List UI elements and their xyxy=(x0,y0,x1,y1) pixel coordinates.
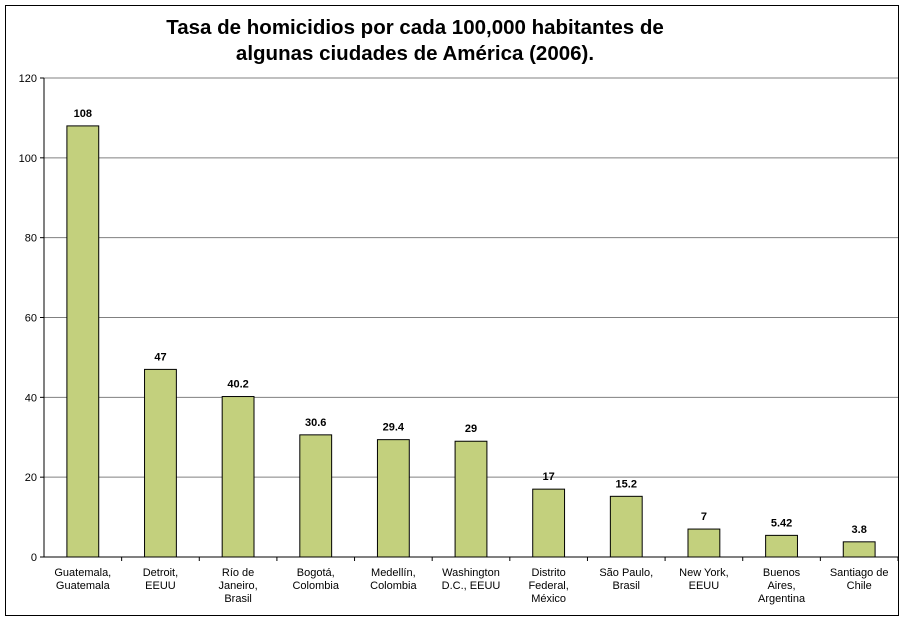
y-tick-label-20: 20 xyxy=(25,472,37,484)
x-tick-label-8-line-0: New York, xyxy=(679,567,729,579)
y-tick-label-80: 80 xyxy=(25,233,37,245)
x-tick-label-7-line-1: Brasil xyxy=(613,580,641,592)
x-tick-label-4-line-0: Medellín, xyxy=(371,567,416,579)
data-label-1: 47 xyxy=(154,351,166,363)
x-tick-label-8-line-1: EEUU xyxy=(689,580,720,592)
x-tick-label-5: Washington D.C., EEUU xyxy=(442,567,501,592)
x-tick-label-10-line-0: Santiago de xyxy=(830,567,889,579)
x-tick-label-10-line-1: Chile xyxy=(847,580,872,592)
data-label-10: 3.8 xyxy=(852,524,867,536)
data-label-3: 30.6 xyxy=(305,417,326,429)
chart-title: Tasa de homicidios por cada 100,000 habi… xyxy=(0,15,830,67)
x-tick-label-0-line-0: Guatemala, xyxy=(54,567,111,579)
x-tick-label-2: Río de Janeiro, Brasil xyxy=(219,567,258,605)
x-tick-label-0: Guatemala, Guatemala xyxy=(54,567,111,592)
data-label-7: 15.2 xyxy=(616,478,637,490)
x-tick-label-1-line-0: Detroit, xyxy=(143,567,178,579)
x-tick-label-5-line-1: D.C., EEUU xyxy=(442,580,501,592)
data-label-8: 7 xyxy=(701,511,707,523)
x-tick-label-4-line-1: Colombia xyxy=(370,580,417,592)
x-tick-label-10: Santiago de Chile xyxy=(830,567,889,592)
x-tick-label-2-line-1: Janeiro, xyxy=(219,580,258,592)
x-tick-label-1-line-1: EEUU xyxy=(145,580,176,592)
x-tick-label-6-line-0: Distrito xyxy=(532,567,566,579)
x-tick-label-9: Buenos Aires, Argentina xyxy=(758,567,806,605)
y-tick-label-100: 100 xyxy=(19,153,37,165)
x-tick-label-4: Medellín, Colombia xyxy=(370,567,417,592)
data-label-4: 29.4 xyxy=(383,422,405,434)
y-tick-label-0: 0 xyxy=(31,552,37,564)
x-tick-label-7-line-0: São Paulo, xyxy=(599,567,653,579)
x-tick-label-2-line-0: Río de xyxy=(222,567,254,579)
x-tick-label-0-line-1: Guatemala xyxy=(56,580,111,592)
x-tick-label-3: Bogotá, Colombia xyxy=(292,567,339,592)
bar-6 xyxy=(532,488,566,558)
x-tick-label-8: New York, EEUU xyxy=(679,567,729,592)
x-tick-label-7: São Paulo, Brasil xyxy=(599,567,653,592)
x-tick-label-9-line-0: Buenos xyxy=(763,567,801,579)
y-tick-label-40: 40 xyxy=(25,392,37,404)
data-label-2: 40.2 xyxy=(227,379,248,391)
data-label-9: 5.42 xyxy=(771,517,792,529)
x-tick-label-6: Distrito Federal, México xyxy=(528,567,568,605)
data-label-0: 108 xyxy=(74,108,92,120)
x-tick-label-3-line-0: Bogotá, xyxy=(297,567,335,579)
x-tick-label-5-line-0: Washington xyxy=(442,567,500,579)
bar-3 xyxy=(299,434,333,558)
x-tick-label-1: Detroit, EEUU xyxy=(143,567,178,592)
y-tick-label-120: 120 xyxy=(19,73,37,85)
bar-4 xyxy=(376,439,410,558)
x-tick-label-9-line-2: Argentina xyxy=(758,593,806,605)
chart-title-line-1: Tasa de homicidios por cada 100,000 habi… xyxy=(166,16,664,39)
data-label-6: 17 xyxy=(543,471,555,483)
x-tick-label-2-line-2: Brasil xyxy=(224,593,252,605)
bar-10 xyxy=(842,541,876,558)
x-tick-label-6-line-2: México xyxy=(531,593,566,605)
bar-2 xyxy=(221,396,255,558)
x-tick-label-9-line-1: Aires, xyxy=(767,580,795,592)
y-tick-label-60: 60 xyxy=(25,313,37,325)
bar-8 xyxy=(687,528,721,558)
bar-1 xyxy=(144,368,177,558)
bar-5 xyxy=(454,440,488,558)
x-tick-label-6-line-1: Federal, xyxy=(528,580,568,592)
bar-0 xyxy=(66,125,100,558)
bar-9 xyxy=(765,534,798,558)
bar-7 xyxy=(609,495,643,558)
chart-title-line-2: algunas ciudades de América (2006). xyxy=(235,42,595,65)
x-tick-label-3-line-1: Colombia xyxy=(292,580,339,592)
data-label-5: 29 xyxy=(465,423,477,435)
